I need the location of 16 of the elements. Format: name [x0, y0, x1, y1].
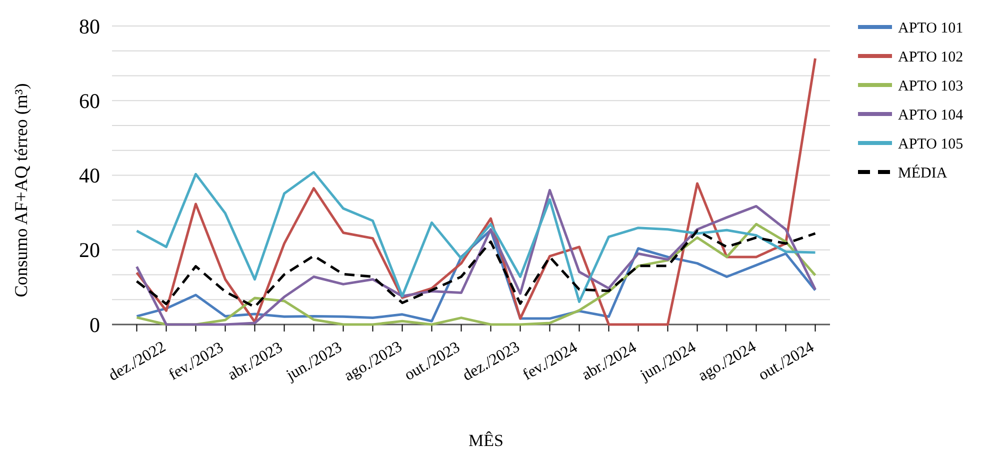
- y-tick-label: 0: [90, 312, 100, 337]
- y-tick-label: 80: [79, 14, 100, 38]
- y-tick-label: 60: [79, 88, 100, 113]
- x-axis-title: MÊS: [468, 431, 504, 450]
- legend-label: APTO 104: [898, 107, 964, 124]
- legend-label: MÉDIA: [898, 164, 948, 182]
- legend-label: APTO 102: [898, 49, 964, 66]
- line-series: [136, 230, 816, 308]
- legend-label: APTO 105: [898, 136, 964, 152]
- line-series: [136, 171, 816, 303]
- y-tick-label: 40: [79, 164, 100, 188]
- y-axis-title: Consumo AF+AQ térreo (m³): [11, 83, 31, 298]
- legend-label: APTO 103: [898, 78, 964, 94]
- line-series: [136, 188, 816, 326]
- y-tick-label: 20: [79, 238, 100, 262]
- legend-label: APTO 101: [898, 20, 964, 36]
